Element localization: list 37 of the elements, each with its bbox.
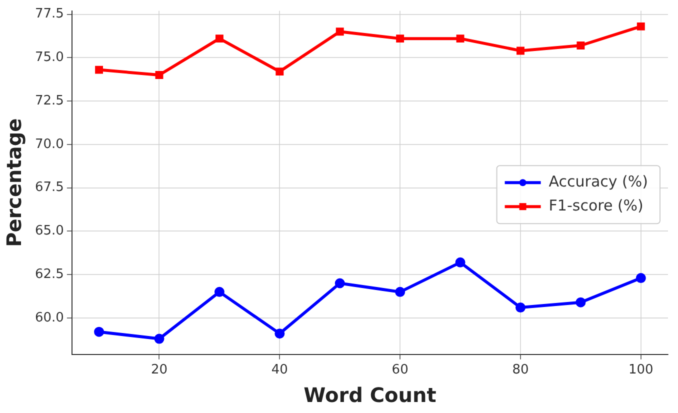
point: [456, 34, 464, 43]
point: [276, 68, 284, 76]
point: [215, 34, 224, 43]
point: [396, 34, 404, 43]
y-tick-label: 62.5: [34, 266, 64, 282]
legend-label: F1-score (%): [548, 196, 644, 214]
point: [636, 22, 645, 30]
y-tick-label: 67.5: [34, 180, 64, 196]
y-tick-label: 72.5: [34, 93, 64, 108]
point: [636, 273, 646, 284]
point: [154, 334, 164, 344]
y-tick-label: 60.0: [34, 310, 64, 326]
point: [455, 257, 466, 268]
point: [336, 28, 344, 36]
x-tick-label: 100: [628, 362, 654, 378]
y-axis-title: Percentage: [2, 118, 26, 247]
point: [214, 286, 224, 297]
x-axis-title: Word Count: [304, 383, 437, 408]
point: [576, 297, 586, 308]
y-tick-label: 70.0: [34, 136, 64, 152]
point: [516, 46, 524, 55]
y-tick-label: 65.0: [34, 224, 64, 239]
point: [94, 326, 104, 337]
point: [395, 286, 406, 297]
legend-label: Accuracy (%): [548, 172, 648, 190]
point: [576, 42, 585, 50]
point: [95, 66, 104, 74]
y-tick-label: 77.5: [34, 6, 64, 22]
x-tick-label: 60: [392, 362, 408, 378]
point: [334, 278, 345, 288]
x-tick-label: 20: [150, 362, 168, 378]
x-tick-label: 40: [271, 362, 288, 378]
x-tick-label: 80: [512, 362, 529, 378]
y-tick-label: 75.0: [34, 50, 64, 66]
point: [155, 71, 164, 79]
point: [274, 328, 285, 339]
point: [515, 302, 526, 313]
